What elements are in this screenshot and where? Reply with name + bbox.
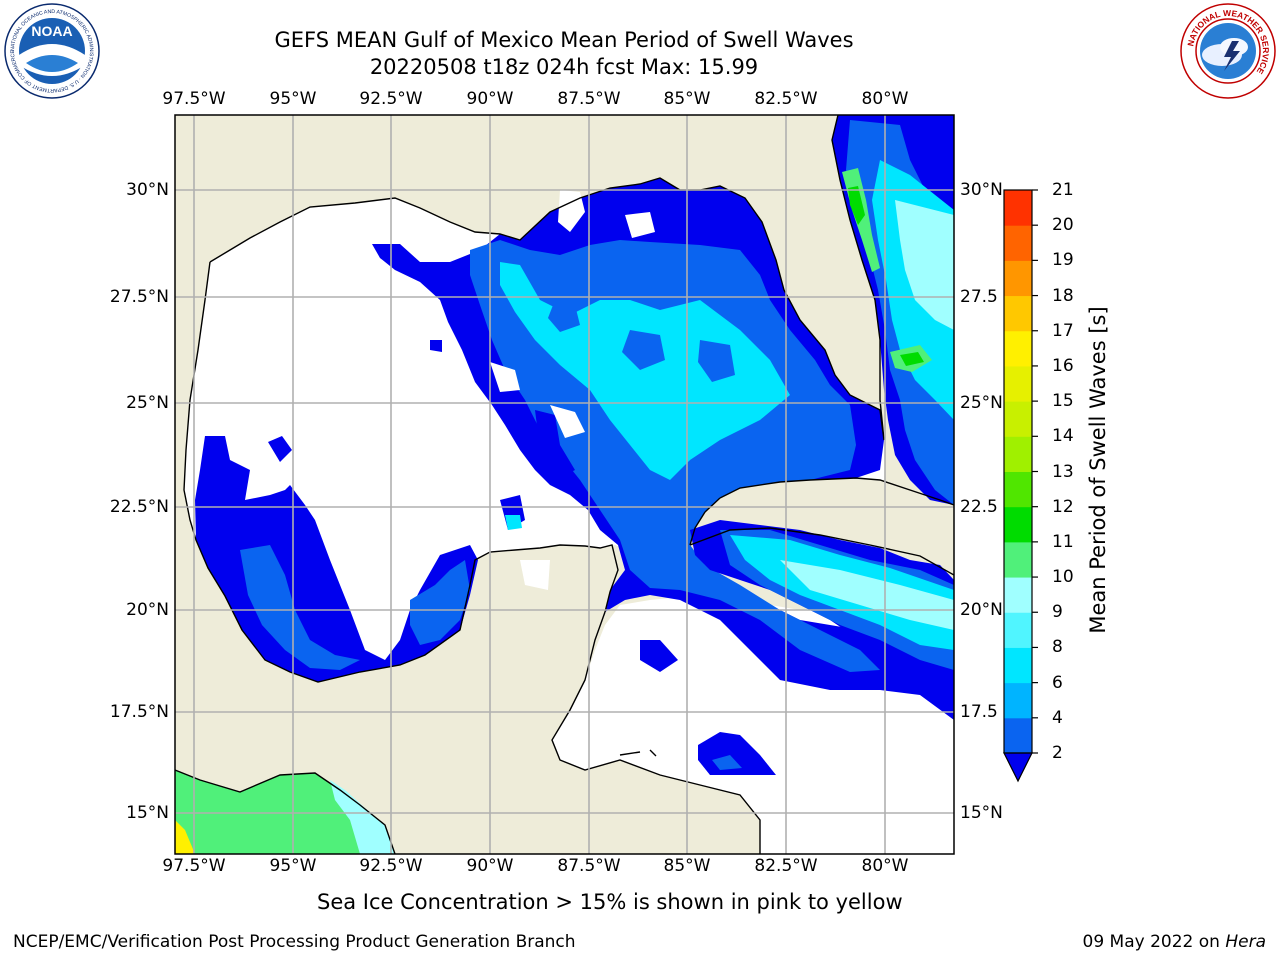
host-name: Hera	[1225, 932, 1266, 952]
colorbar-tick-label: 11	[1052, 531, 1074, 552]
lat-label-left: 25°N	[126, 393, 169, 413]
date-stamp: 09 May 2022 on Hera	[1083, 932, 1267, 952]
lon-label-top: 90°W	[466, 89, 514, 109]
colorbar-tick-label: 18	[1052, 285, 1074, 306]
colorbar-tick-label: 20	[1052, 215, 1074, 236]
colorbar-segment	[1004, 225, 1032, 261]
colorbar-extend-triangle	[1003, 752, 1033, 783]
map-grid	[175, 115, 954, 854]
svg-text:NOAA: NOAA	[31, 23, 72, 39]
lat-label-left: 20°N	[126, 600, 169, 620]
map-area	[175, 115, 954, 854]
colorbar-segment	[1004, 506, 1032, 543]
colorbar-segment	[1004, 471, 1032, 508]
lon-label-top: 92.5°W	[359, 89, 423, 109]
colorbar-tick-label: 21	[1052, 180, 1074, 200]
lat-label-left: 17.5°N	[109, 702, 169, 722]
colorbar-tick-label: 4	[1052, 707, 1063, 728]
colorbar	[1003, 189, 1038, 783]
colorbar-tick-label: 2	[1052, 743, 1063, 763]
colorbar-tick-label: 19	[1052, 250, 1074, 271]
lat-label-left: 27.5°N	[109, 287, 169, 307]
lat-label-right: 15°N	[960, 803, 1003, 823]
colorbar-tick-label: 9	[1052, 602, 1063, 623]
lon-label-bottom: 82.5°W	[754, 856, 818, 876]
colorbar-tick-label: 17	[1052, 320, 1074, 341]
lon-label-top: 97.5°W	[162, 89, 226, 109]
chart-subtitle: 20220508 t18z 024h fcst Max: 15.99	[369, 55, 759, 79]
lon-label-bottom: 87.5°W	[557, 856, 621, 876]
lat-label-right: 30°N	[960, 180, 1003, 200]
colorbar-segment	[1004, 365, 1032, 402]
lon-label-top: 87.5°W	[557, 89, 621, 109]
colorbar-segment	[1004, 541, 1032, 578]
lon-label-top: 80°W	[861, 89, 909, 109]
colorbar-tick-label: 15	[1052, 391, 1074, 412]
date-text: 09 May 2022 on	[1082, 932, 1226, 952]
colorbar-segment	[1004, 436, 1032, 472]
colorbar-label: Mean Period of Swell Waves [s]	[1086, 306, 1110, 634]
colorbar-segment	[1004, 682, 1032, 719]
credit-text: NCEP/EMC/Verification Post Processing Pr…	[13, 932, 576, 952]
colorbar-segment	[1004, 190, 1032, 226]
sea-ice-text: Sea Ice Concentration > 15% is shown in …	[317, 890, 903, 914]
colorbar-tick-label: 8	[1052, 637, 1063, 658]
lon-label-top: 95°W	[269, 89, 317, 109]
lat-label-right: 25°N	[960, 393, 1003, 413]
colorbar-tick-label: 13	[1052, 461, 1074, 482]
lat-label-left: 30°N	[126, 180, 169, 200]
colorbar-tick-label: 6	[1052, 672, 1063, 693]
lon-label-bottom: 85°W	[663, 856, 711, 876]
lat-label-left: 22.5°N	[109, 497, 169, 517]
lon-label-bottom: 97.5°W	[162, 856, 226, 876]
colorbar-tick-label: 14	[1052, 426, 1074, 447]
colorbar-segment	[1004, 612, 1032, 648]
colorbar-tick-label: 10	[1052, 567, 1074, 588]
colorbar-tick-label: 16	[1052, 355, 1074, 376]
colorbar-segment	[1004, 295, 1032, 332]
lon-label-bottom: 90°W	[466, 856, 514, 876]
map-frame	[174, 114, 955, 855]
lon-label-bottom: 95°W	[269, 856, 317, 876]
lon-label-bottom: 80°W	[861, 856, 909, 876]
lon-label-top: 82.5°W	[754, 89, 818, 109]
colorbar-segment	[1004, 330, 1032, 367]
chart-title: GEFS MEAN Gulf of Mexico Mean Period of …	[274, 28, 854, 52]
colorbar-segment	[1004, 577, 1032, 613]
coastlines	[175, 115, 954, 854]
lat-label-right: 27.5	[960, 287, 998, 307]
colorbar-segment	[1004, 260, 1032, 297]
colorbar-segment	[1004, 717, 1032, 754]
colorbar-segment	[1004, 647, 1032, 684]
lat-label-right: 22.5	[960, 497, 998, 517]
colorbar-tick-label: 12	[1052, 496, 1074, 517]
noaa-logo: NOAA NATIONAL OCEANIC AND ATMOSPHERIC AD…	[4, 3, 100, 99]
lon-label-top: 85°W	[663, 89, 711, 109]
colorbar-segment	[1004, 401, 1032, 437]
lat-label-right: 17.5	[960, 702, 998, 722]
nws-logo: NATIONAL WEATHER SERVICE	[1180, 3, 1276, 99]
lat-label-left: 15°N	[126, 803, 169, 823]
lat-label-right: 20°N	[960, 600, 1003, 620]
lon-label-bottom: 92.5°W	[359, 856, 423, 876]
